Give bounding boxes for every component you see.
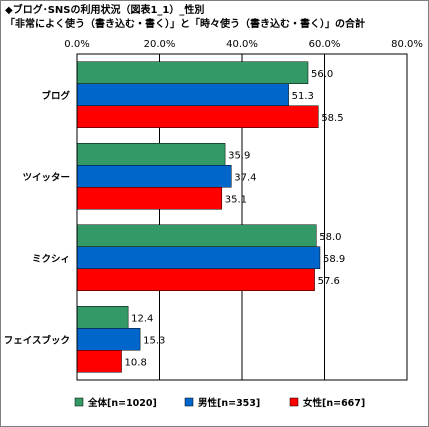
category-label: ツイッター xyxy=(22,171,70,183)
data-label: 56.0 xyxy=(311,69,333,80)
data-label: 58.9 xyxy=(323,254,345,265)
x-tick-label: 40.0% xyxy=(226,39,258,50)
chart-title: ◆ブログ･SNSの利用状況（図表1_1）_性別 「非常によく使う（書き込む・書く… xyxy=(5,4,365,32)
legend-swatch xyxy=(289,397,299,407)
legend-label: 男性[n=353] xyxy=(198,397,260,409)
legend-swatch xyxy=(184,397,194,407)
data-label: 35.9 xyxy=(228,150,250,161)
data-label: 12.4 xyxy=(131,313,153,324)
category-label: フェイスブック xyxy=(4,334,70,346)
plot-border xyxy=(76,53,408,381)
data-label: 15.3 xyxy=(143,335,165,346)
data-label: 37.4 xyxy=(234,172,256,183)
bar xyxy=(76,187,223,210)
data-label: 58.0 xyxy=(319,232,341,243)
bar xyxy=(76,306,129,329)
chart-title-line-2: 「非常によく使う（書き込む・書く）」と「時々使う（書き込む・書く）」の合計 xyxy=(5,19,365,30)
data-label: 57.6 xyxy=(318,276,340,287)
data-label: 58.5 xyxy=(321,113,343,124)
data-label: 35.1 xyxy=(225,194,247,205)
legend-label: 女性[n=667] xyxy=(303,397,365,409)
bar xyxy=(76,83,289,106)
legend-swatch xyxy=(74,397,84,407)
legend-label: 全体[n=1020] xyxy=(87,397,157,409)
chart-title-line-1: ◆ブログ･SNSの利用状況（図表1_1）_性別 xyxy=(5,5,205,16)
bar xyxy=(76,224,317,247)
category-label: ミクシィ xyxy=(32,254,70,265)
bar xyxy=(76,350,122,373)
bar xyxy=(76,105,319,128)
bar xyxy=(76,61,309,84)
bar xyxy=(76,246,321,269)
bar xyxy=(76,268,315,291)
bar xyxy=(76,328,141,351)
x-tick-label: 60.0% xyxy=(309,39,341,50)
x-tick-label: 0.0% xyxy=(64,39,89,50)
data-label: 10.8 xyxy=(125,357,147,368)
category-label: ブログ xyxy=(41,90,70,102)
data-label: 51.3 xyxy=(292,91,314,102)
x-tick-label: 80.0% xyxy=(391,39,423,50)
bar xyxy=(76,143,226,166)
x-tick-label: 20.0% xyxy=(144,39,176,50)
bar xyxy=(76,165,232,188)
